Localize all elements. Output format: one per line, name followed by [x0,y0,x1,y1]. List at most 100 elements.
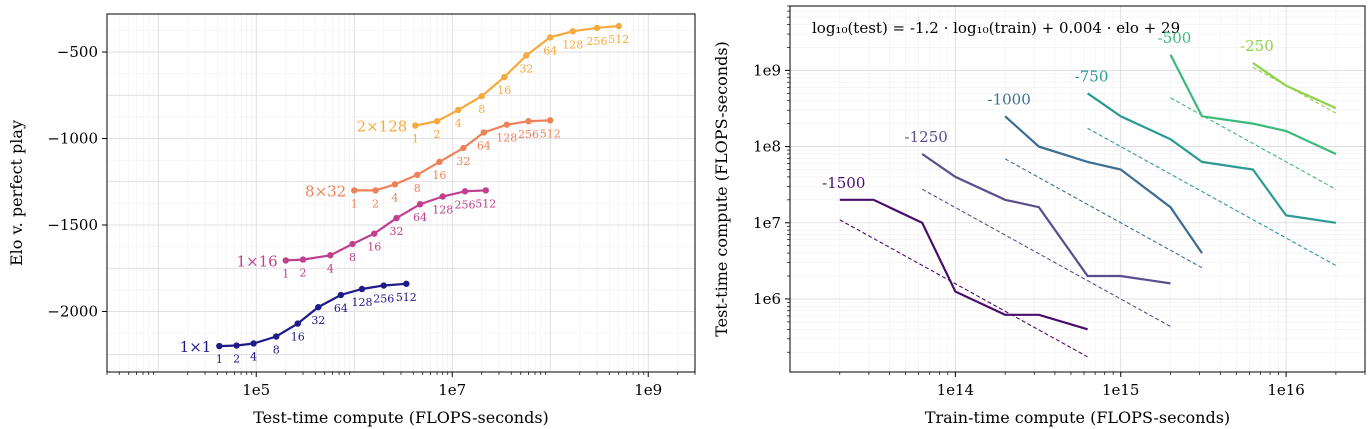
point-label: 128 [562,38,583,51]
data-point [337,291,345,299]
point-label: 64 [413,211,427,224]
point-label: 4 [391,191,398,204]
data-point [503,121,510,128]
series-line [354,119,551,192]
point-label: 2 [434,128,441,141]
fit-line [1004,158,1203,269]
series-label: -500 [1158,29,1192,47]
data-point [433,118,441,125]
data-point [349,240,356,248]
point-label: 512 [608,33,629,46]
point-label: 4 [455,117,462,130]
data-point [358,285,366,293]
series-line [285,189,486,262]
point-label: 256 [518,128,539,141]
point-label: 8 [273,344,280,357]
y-tick-label: −1500 [47,216,98,234]
point-label: 1 [351,197,358,210]
data-point [414,171,421,179]
point-label: 2 [372,197,379,210]
data-point [351,187,358,194]
y-axis-label: Elo v. perfect play [7,120,26,266]
series--250: -250 [1240,37,1337,114]
x-tick-label: 1e16 [1267,381,1305,399]
x-axis-label: Test-time compute (FLOPS-seconds) [253,408,549,427]
fit-line [921,188,1171,327]
point-label: 16 [291,331,305,344]
data-point [523,52,530,59]
series-line [1169,54,1337,155]
point-label: 512 [540,127,561,140]
data-point [299,256,307,263]
point-label: 64 [477,139,491,152]
y-tick-label: 1e6 [753,290,781,308]
y-tick-label: 1e7 [753,214,781,232]
point-label: 512 [396,291,417,304]
point-label: 2 [233,353,240,366]
point-label: 2 [300,267,307,280]
point-label: 8 [349,251,356,264]
point-label: 8 [478,103,485,116]
data-point [294,320,301,327]
series-label: 8×32 [305,182,346,200]
data-point [460,144,467,152]
series-label: -750 [1075,67,1109,85]
plot-frame [789,5,1366,373]
point-label: 16 [432,169,446,182]
data-point [380,282,387,289]
data-point [593,24,601,32]
elo-vs-test-compute-chart: 1e5 1e7 1e9 −500 −1000 −1500 −2000 Test-time co… [7,13,696,427]
y-tick-label: −1000 [47,130,98,148]
series-1×1: 1 2 4 8 16 32 64 128 256 512 1×1 [180,280,417,366]
series-label: -1000 [988,90,1031,108]
data-point [315,303,322,311]
data-point [273,333,280,340]
data-point [480,129,488,136]
data-point [327,252,334,259]
y-tick-label: −500 [57,43,98,61]
point-label: 64 [334,302,348,315]
data-point [250,340,257,347]
series-label: 2×128 [357,118,408,136]
point-label: 128 [352,296,373,309]
series--750: -750 [1075,67,1337,267]
point-label: 512 [475,197,496,210]
series-label: -250 [1240,37,1274,55]
data-point [461,188,469,195]
series-label: 1×1 [180,338,212,356]
point-label: 8 [414,182,421,195]
data-point [454,106,462,114]
point-label: 4 [250,350,257,363]
fit-line [1087,127,1337,267]
series-line [219,282,407,348]
data-point [216,342,223,350]
series-line [921,153,1171,285]
point-label: 128 [432,203,453,216]
x-axis-label: Train-time compute (FLOPS-seconds) [925,408,1230,427]
series--500: -500 [1158,29,1337,190]
data-point [525,118,532,125]
series-line [415,25,619,127]
test-vs-train-compute-chart: 1e14 1e15 1e16 1e6 1e7 1e8 1e9 Train-time compu… [712,5,1366,427]
y-tick-label: −2000 [47,302,98,320]
data-point [436,158,443,166]
point-label: 32 [390,225,404,238]
data-point [391,181,399,188]
series-line [839,198,1088,331]
x-tick-label: 1e14 [937,381,975,399]
point-label: 64 [543,44,557,57]
point-label: 1 [216,353,223,366]
series-line [1004,115,1203,254]
series-line [1086,92,1337,224]
point-label: 128 [496,132,517,145]
point-label: 1 [282,267,289,280]
x-tick-label: 1e7 [438,381,466,399]
point-label: 256 [587,35,608,48]
series--1000: -1000 [988,90,1203,269]
data-point [372,187,379,194]
data-point [416,201,424,208]
data-point [412,122,419,129]
x-tick-label: 1e5 [242,381,270,399]
